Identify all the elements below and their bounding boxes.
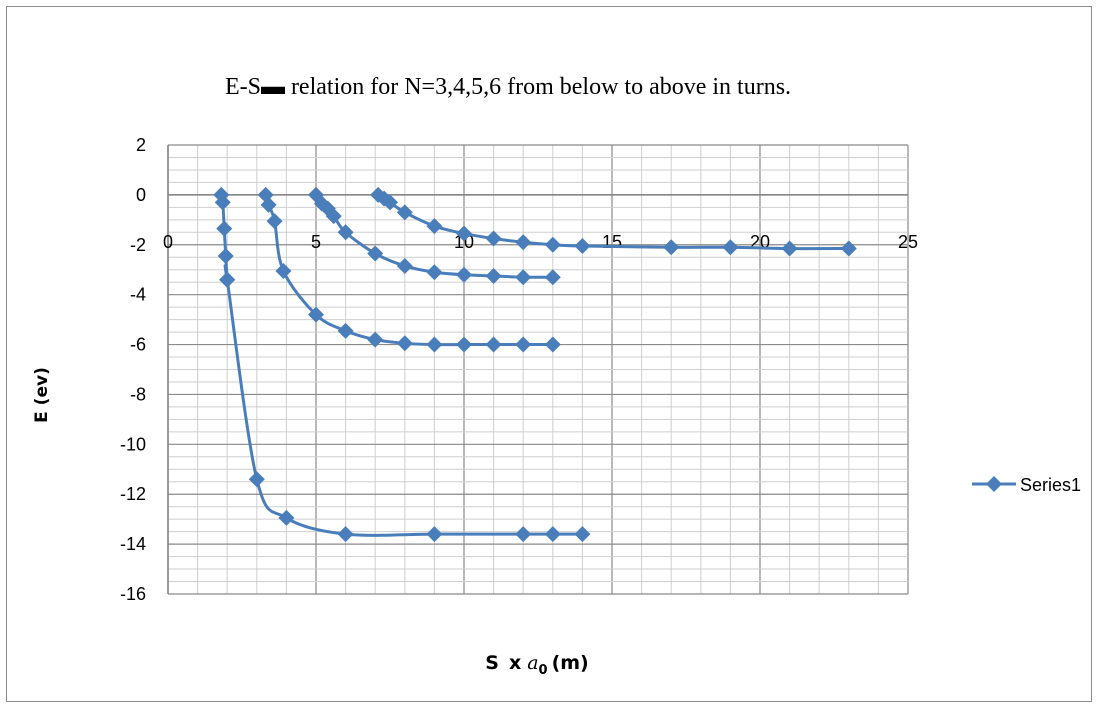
y-tick-label: 2 [136, 135, 146, 155]
y-axis-label: E (ev) [32, 367, 52, 423]
data-point [216, 220, 233, 237]
data-point [515, 269, 532, 286]
x-axis-label-x: x [509, 652, 521, 674]
data-point [308, 306, 324, 323]
data-point [367, 331, 384, 348]
plot-grid [167, 144, 909, 595]
x-axis-label-subscript: 0 [539, 663, 548, 678]
data-point [663, 239, 680, 256]
y-tick-label: -16 [120, 584, 146, 604]
data-point [781, 240, 798, 257]
series-layer [213, 186, 857, 543]
data-point [248, 471, 265, 488]
data-point [426, 218, 443, 235]
data-point [260, 196, 277, 213]
legend-label: Series1 [1020, 475, 1081, 495]
data-point [456, 336, 472, 353]
data-point [337, 322, 354, 339]
data-point [214, 194, 231, 211]
data-point [275, 262, 292, 279]
data-point [485, 336, 502, 353]
data-point [217, 248, 234, 265]
data-point [382, 194, 398, 211]
data-point [485, 267, 502, 284]
y-tick-label: -12 [120, 484, 146, 504]
x-axis-label-unit: (m) [552, 652, 589, 674]
data-point [456, 266, 472, 283]
chart-frame [6, 6, 1092, 702]
y-tick-labels: 2 0 -2 -4 -6 -8 -10 -12 -14 -16 [120, 135, 146, 604]
x-tick-label: 15 [602, 232, 622, 252]
chart-title: E-S▬ relation for N=3,4,5,6 from below t… [225, 74, 791, 100]
data-point [426, 336, 443, 353]
data-point [337, 526, 354, 543]
y-tick-label: -8 [130, 384, 146, 404]
data-point [367, 245, 384, 262]
data-point [544, 336, 561, 353]
data-point [544, 236, 561, 253]
data-point [337, 224, 354, 241]
data-point [544, 526, 561, 543]
data-point [278, 509, 295, 526]
x-axis-label-a: a [527, 652, 538, 674]
data-point [456, 225, 472, 242]
y-tick-label: -14 [120, 534, 146, 554]
x-tick-label: 10 [454, 232, 474, 252]
data-point [840, 240, 857, 257]
series-line-curve-1 [219, 194, 583, 537]
x-tick-label: 25 [898, 232, 918, 252]
data-point [396, 335, 413, 352]
data-point [574, 526, 591, 543]
data-point [266, 213, 283, 230]
data-point [325, 208, 342, 225]
data-point [574, 238, 591, 255]
data-point [515, 234, 532, 251]
plot-axes [167, 145, 908, 594]
data-point [396, 204, 413, 221]
data-point [722, 239, 739, 256]
data-point [544, 269, 561, 286]
x-tick-label: 5 [311, 232, 321, 252]
data-point [426, 526, 443, 543]
legend: Series1 [972, 475, 1081, 495]
data-point [515, 336, 532, 353]
x-tick-label: 0 [163, 232, 173, 252]
data-point [426, 264, 443, 281]
data-point [219, 271, 236, 288]
y-tick-label: -4 [130, 285, 146, 305]
data-point [396, 257, 413, 274]
y-tick-label: -10 [120, 434, 146, 454]
y-tick-label: 0 [136, 185, 146, 205]
y-tick-label: -6 [130, 335, 146, 355]
data-point [515, 526, 532, 543]
y-tick-label: -2 [130, 235, 146, 255]
x-axis-label-s: S [485, 652, 499, 674]
data-point [485, 230, 502, 247]
legend-marker [986, 476, 1002, 492]
